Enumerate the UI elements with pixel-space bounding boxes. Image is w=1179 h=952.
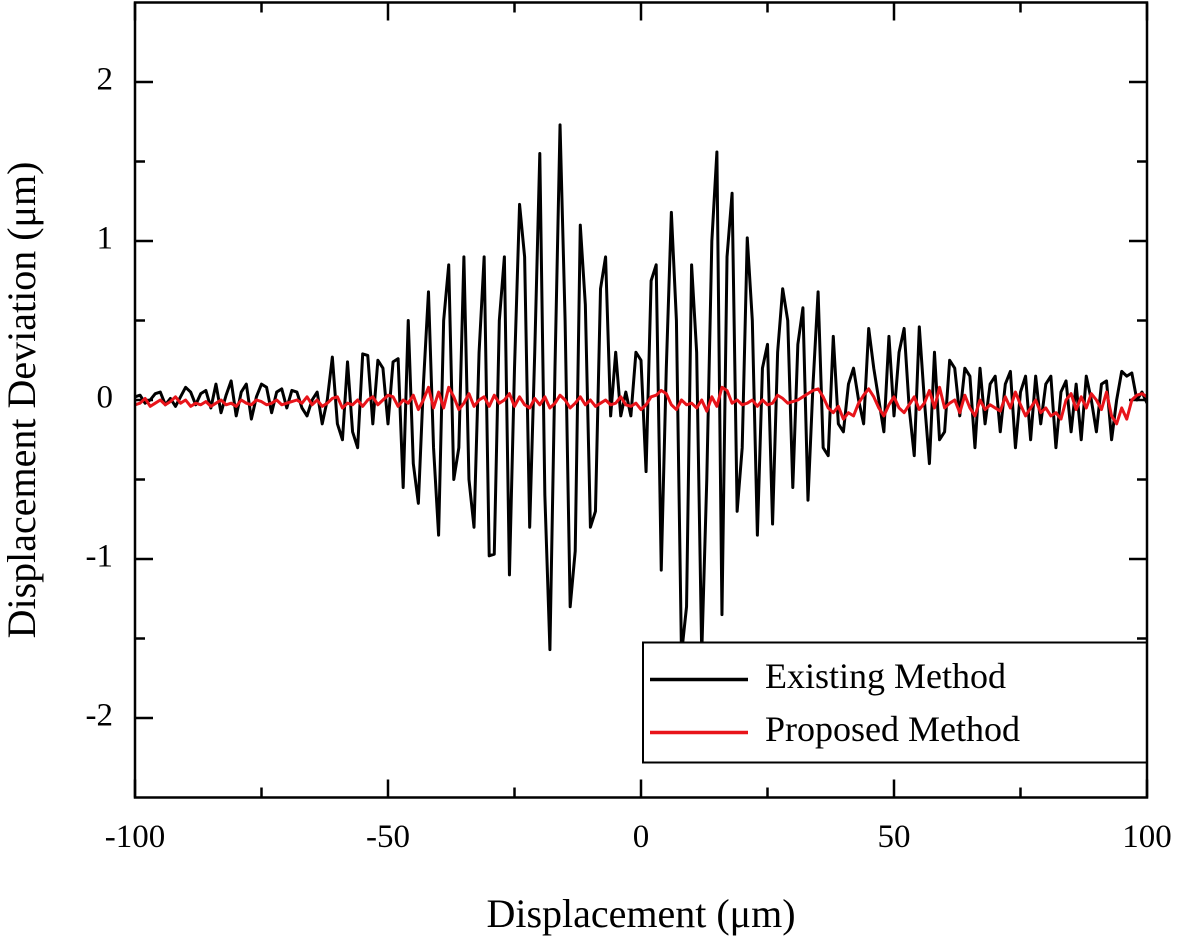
legend-label: Existing Method xyxy=(765,656,1006,696)
y-tick-label: 2 xyxy=(97,62,114,98)
y-tick-label: 0 xyxy=(97,380,114,416)
x-tick-label: 50 xyxy=(878,819,911,855)
x-tick-label: 0 xyxy=(633,819,650,855)
data-line xyxy=(135,123,1147,656)
data-line xyxy=(135,385,1147,426)
y-tick-label: 1 xyxy=(97,221,114,257)
legend-box xyxy=(642,641,1148,764)
x-tick-label: -50 xyxy=(366,819,410,855)
x-axis-label: Displacement (μm) xyxy=(486,891,795,936)
y-tick-label: -2 xyxy=(86,698,114,734)
y-tick-label: -1 xyxy=(86,539,114,575)
plot-frame xyxy=(133,1,1149,799)
x-tick-label: 100 xyxy=(1122,819,1172,855)
y-axis-label: Displacement Deviation (μm) xyxy=(0,162,44,639)
legend-label: Proposed Method xyxy=(765,709,1020,749)
x-tick-label: -100 xyxy=(105,819,166,855)
